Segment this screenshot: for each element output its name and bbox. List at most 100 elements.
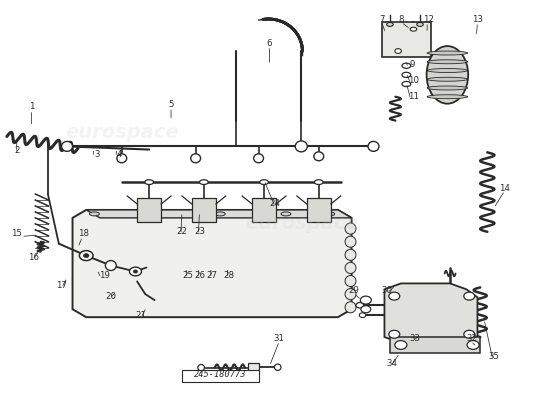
Ellipse shape: [361, 306, 371, 313]
Ellipse shape: [417, 22, 424, 26]
Ellipse shape: [295, 141, 307, 152]
Ellipse shape: [191, 154, 201, 163]
Ellipse shape: [410, 27, 417, 31]
Text: eurospace: eurospace: [245, 214, 359, 233]
Text: 34: 34: [387, 359, 398, 368]
Ellipse shape: [345, 249, 356, 260]
Ellipse shape: [345, 302, 356, 313]
Ellipse shape: [281, 212, 291, 216]
Bar: [390, 337, 480, 353]
Ellipse shape: [359, 313, 366, 318]
Text: 1: 1: [29, 102, 34, 111]
Text: 25: 25: [182, 271, 193, 280]
Text: 29: 29: [348, 286, 359, 295]
Ellipse shape: [200, 180, 208, 184]
Text: 4: 4: [116, 150, 122, 159]
Text: 19: 19: [99, 271, 109, 280]
Text: 28: 28: [223, 271, 234, 280]
Text: 7: 7: [379, 15, 384, 24]
Text: 24: 24: [270, 200, 280, 208]
Ellipse shape: [464, 292, 475, 300]
Ellipse shape: [356, 302, 364, 308]
Text: 11: 11: [409, 92, 420, 101]
Ellipse shape: [315, 180, 323, 184]
Ellipse shape: [145, 180, 153, 184]
Ellipse shape: [314, 152, 324, 161]
Text: 9: 9: [409, 60, 415, 70]
Text: 27: 27: [207, 271, 218, 280]
Text: 2: 2: [14, 146, 19, 155]
Ellipse shape: [368, 142, 379, 151]
Bar: [307, 198, 331, 222]
Ellipse shape: [345, 262, 356, 274]
Text: 6: 6: [267, 38, 272, 48]
Ellipse shape: [106, 260, 116, 270]
Bar: [137, 198, 161, 222]
Text: 22: 22: [177, 227, 188, 236]
Ellipse shape: [387, 22, 393, 26]
Bar: [252, 198, 276, 222]
Text: eurospace: eurospace: [65, 123, 179, 142]
Text: 31: 31: [274, 334, 285, 343]
Ellipse shape: [402, 63, 411, 68]
Text: 8: 8: [398, 15, 404, 24]
Ellipse shape: [464, 330, 475, 338]
Text: 26: 26: [194, 271, 205, 280]
Text: 16: 16: [28, 253, 38, 262]
Ellipse shape: [427, 77, 468, 81]
Ellipse shape: [129, 267, 141, 276]
Ellipse shape: [345, 236, 356, 247]
Text: 23: 23: [194, 227, 205, 236]
Text: 245-180773: 245-180773: [194, 370, 246, 379]
Ellipse shape: [389, 292, 400, 300]
Text: 33: 33: [410, 334, 421, 343]
Ellipse shape: [260, 180, 268, 184]
Text: 15: 15: [11, 229, 22, 238]
Ellipse shape: [345, 223, 356, 234]
Ellipse shape: [427, 95, 468, 99]
Ellipse shape: [254, 154, 263, 163]
Ellipse shape: [345, 288, 356, 300]
Text: 18: 18: [78, 229, 89, 238]
Ellipse shape: [427, 51, 468, 55]
Bar: [192, 198, 216, 222]
Text: 32: 32: [466, 334, 477, 343]
Ellipse shape: [427, 68, 468, 72]
Text: 12: 12: [423, 15, 434, 24]
Ellipse shape: [90, 212, 100, 216]
Text: 20: 20: [106, 292, 117, 301]
Ellipse shape: [402, 82, 411, 86]
Ellipse shape: [402, 72, 411, 78]
Ellipse shape: [216, 212, 225, 216]
Ellipse shape: [395, 49, 402, 54]
Ellipse shape: [427, 60, 468, 64]
Ellipse shape: [117, 154, 126, 163]
Text: 10: 10: [409, 76, 420, 85]
Text: 3: 3: [95, 150, 100, 159]
Text: 13: 13: [472, 15, 483, 24]
Text: 14: 14: [499, 184, 510, 192]
Ellipse shape: [84, 254, 89, 258]
Ellipse shape: [395, 341, 407, 349]
Text: 21: 21: [135, 311, 146, 320]
Ellipse shape: [198, 364, 205, 371]
Text: 35: 35: [488, 352, 499, 362]
Ellipse shape: [325, 212, 334, 216]
Polygon shape: [86, 210, 351, 218]
Ellipse shape: [467, 341, 479, 349]
Polygon shape: [384, 284, 477, 343]
Ellipse shape: [274, 364, 281, 370]
Ellipse shape: [79, 251, 93, 260]
Bar: [382, 22, 431, 57]
Bar: [182, 370, 258, 382]
Ellipse shape: [133, 270, 138, 273]
Text: 5: 5: [168, 100, 174, 109]
Text: 17: 17: [56, 281, 67, 290]
Bar: [248, 363, 258, 372]
Ellipse shape: [427, 86, 468, 90]
Ellipse shape: [427, 46, 468, 104]
Polygon shape: [73, 210, 351, 317]
Ellipse shape: [150, 212, 160, 216]
Ellipse shape: [389, 330, 400, 338]
Ellipse shape: [360, 296, 371, 304]
